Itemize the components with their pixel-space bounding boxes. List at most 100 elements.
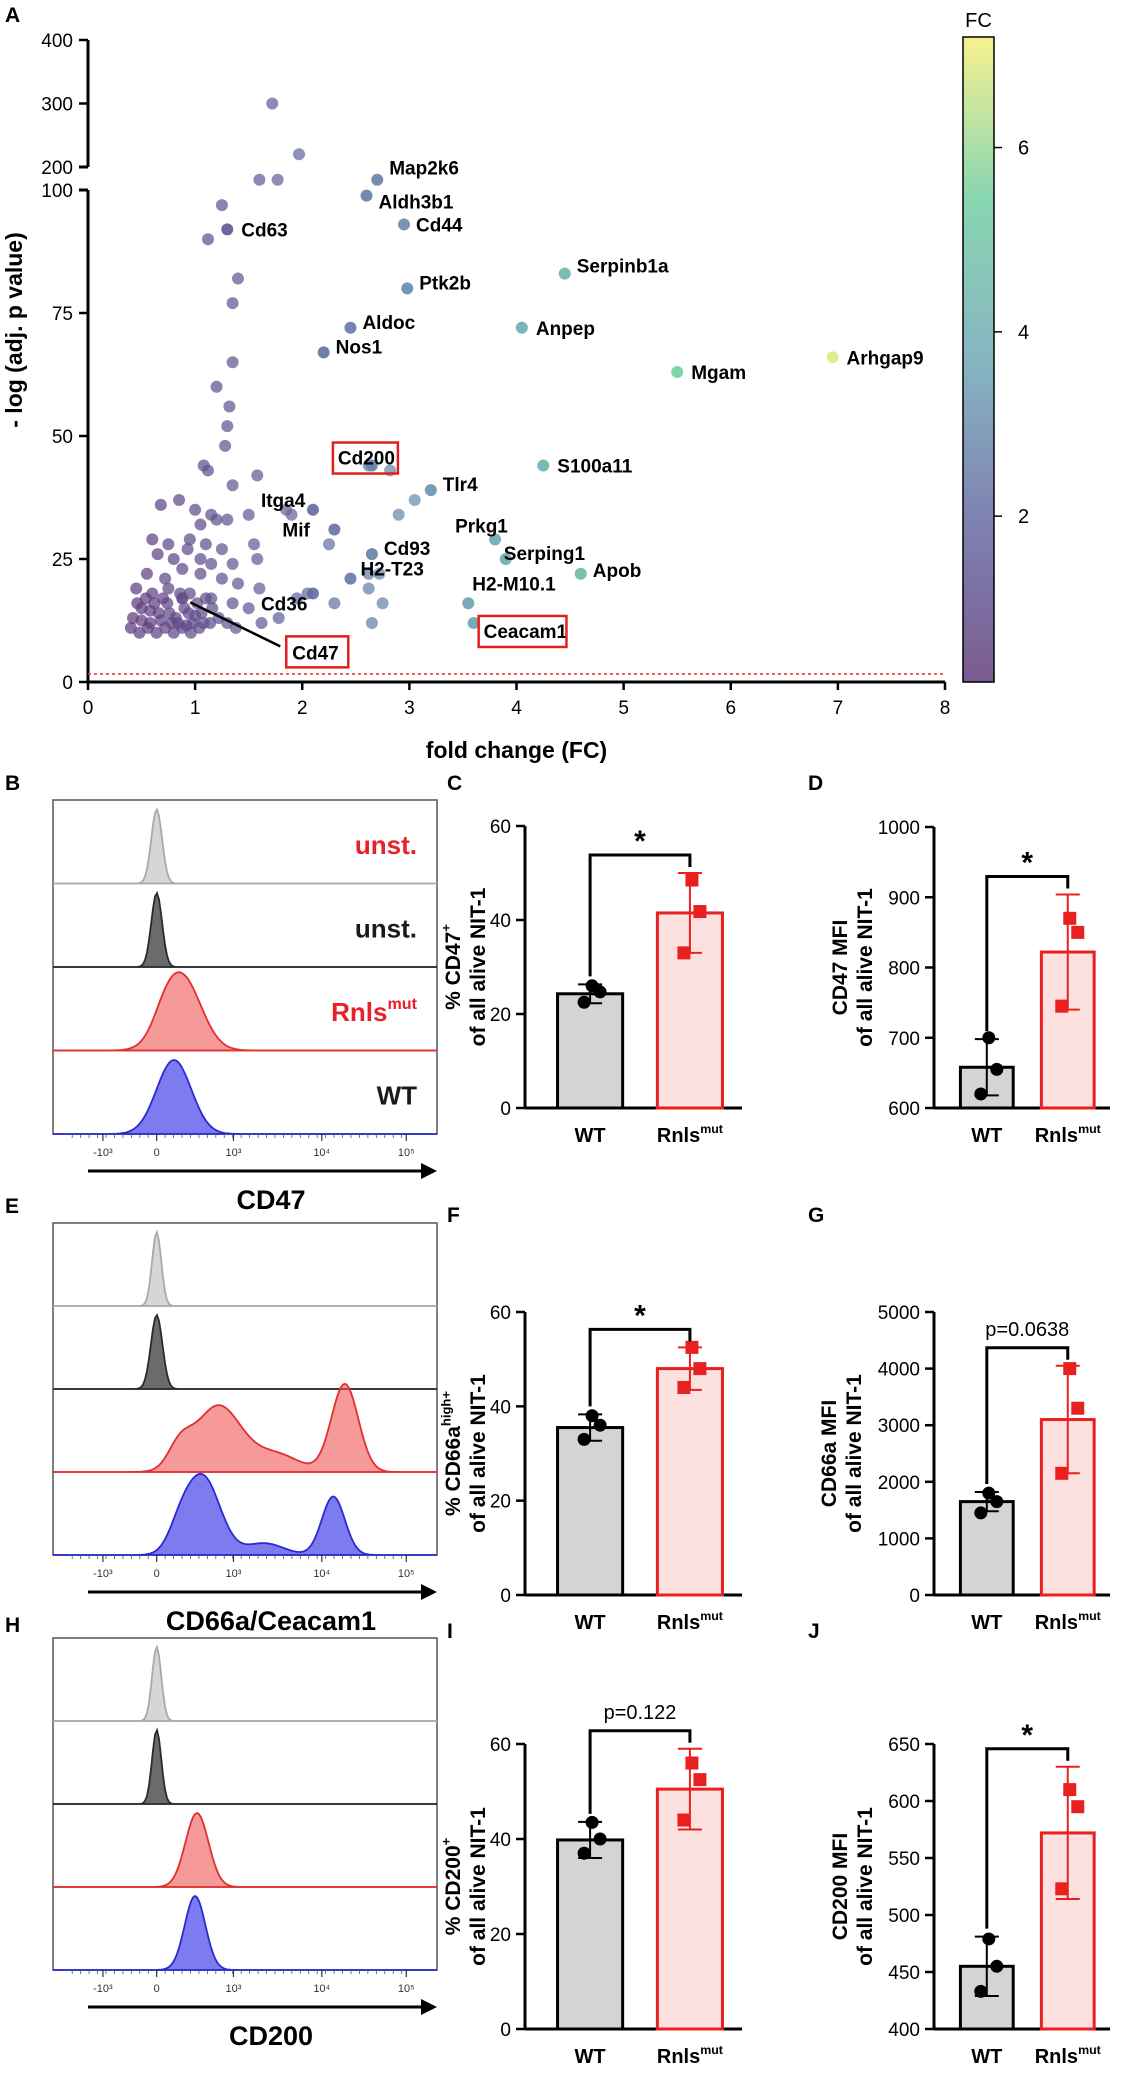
data-point xyxy=(982,1932,996,1946)
point-label: Cd63 xyxy=(241,220,287,241)
y-tick-label: 450 xyxy=(888,1963,920,1984)
data-point xyxy=(266,97,279,110)
data-point xyxy=(251,553,264,565)
category-label: Rnlsmut xyxy=(657,1609,723,1634)
data-point xyxy=(205,557,218,570)
y-tick-label: 1000 xyxy=(878,818,920,839)
y-tick-label: 50 xyxy=(52,427,73,448)
data-point xyxy=(226,479,239,492)
highlight-box xyxy=(477,614,568,649)
cd47-percent-bar-chart: C 0 20 40 60 WT Rnlsmut * % CD47+ of all alive NI… xyxy=(439,772,742,1147)
data-point xyxy=(293,148,306,161)
point-label: Cd200 xyxy=(338,449,395,470)
bar xyxy=(958,1500,1015,1597)
point-label: Aldoc xyxy=(362,313,415,334)
colorbar xyxy=(962,36,995,683)
x-tick-label: 0 xyxy=(154,1568,160,1580)
y-tick-label: 500 xyxy=(888,1906,920,1927)
data-point xyxy=(210,380,223,393)
labeled-data-point xyxy=(558,267,571,280)
y-axis-title: CD200 MFI xyxy=(829,1833,852,1940)
significance-annotation: * xyxy=(634,1299,646,1332)
y-tick-label: 400 xyxy=(888,2020,920,2041)
x-tick-label: 0 xyxy=(154,1983,160,1995)
labeled-data-point xyxy=(671,366,684,379)
category-label: WT xyxy=(575,1612,606,1634)
data-point xyxy=(585,1409,599,1423)
cd66a-percent-bar-chart: F 0 20 40 60 WT Rnlsmut * % CD66ahigh+ of all ali… xyxy=(439,1204,742,1634)
data-point xyxy=(693,905,707,919)
labeled-data-point xyxy=(365,548,378,561)
point-label: Mif xyxy=(282,520,310,541)
data-point xyxy=(1063,911,1077,925)
labeled-data-point xyxy=(371,173,384,186)
legend-label: unst. xyxy=(355,913,417,943)
rnls-mut-distribution xyxy=(53,1811,437,1888)
data-point xyxy=(226,297,239,310)
point-label: Map2k6 xyxy=(389,159,459,180)
data-point xyxy=(271,173,284,186)
legend-label: WT xyxy=(377,1080,418,1110)
y-tick-label: 0 xyxy=(500,1099,511,1120)
rnls-mut-distribution xyxy=(53,971,437,1052)
y-tick-label: 200 xyxy=(41,158,73,179)
x-tick-label: -10³ xyxy=(93,1147,113,1159)
highlight-box xyxy=(331,441,400,475)
significance-bracket xyxy=(588,853,692,977)
data-point xyxy=(242,602,255,615)
data-point xyxy=(189,503,202,516)
point-label: Mgam xyxy=(691,363,746,384)
highlight-box xyxy=(285,635,350,669)
y-tick-label: 40 xyxy=(490,911,511,932)
data-point xyxy=(194,553,207,565)
labeled-data-point xyxy=(360,189,373,202)
data-point xyxy=(146,533,159,546)
data-point xyxy=(990,1495,1004,1509)
data-point xyxy=(226,597,239,610)
data-point xyxy=(231,272,244,285)
y-axis-title: CD47 MFI xyxy=(829,920,852,1016)
y-tick-label: 0 xyxy=(500,2020,511,2041)
y-tick-label: 20 xyxy=(490,1925,511,1946)
y-axis-title: % CD66ahigh+ xyxy=(439,1391,465,1516)
x-axis-arrowhead xyxy=(421,1584,437,1600)
point-label: Serpinb1a xyxy=(577,257,669,278)
data-point xyxy=(285,508,298,521)
category-label: WT xyxy=(971,1125,1002,1147)
x-axis-title: fold change (FC) xyxy=(426,737,607,763)
point-label: Arhgap9 xyxy=(847,348,924,369)
x-tick-label: 2 xyxy=(297,698,308,719)
x-axis-arrowhead xyxy=(421,1999,437,2015)
data-point xyxy=(199,592,212,605)
significance-bracket xyxy=(588,1327,692,1407)
data-point xyxy=(990,1959,1004,1973)
labeled-data-point xyxy=(499,553,512,565)
panel-letter: F xyxy=(447,1204,460,1227)
x-tick-label: 10³ xyxy=(226,1983,242,1995)
data-point xyxy=(1063,1362,1077,1376)
data-point xyxy=(135,614,148,627)
data-point xyxy=(223,400,236,413)
y-tick-label: 900 xyxy=(888,888,920,909)
category-label: WT xyxy=(971,1612,1002,1634)
y-tick-label: 4000 xyxy=(878,1360,920,1381)
data-point xyxy=(362,582,375,595)
data-point xyxy=(219,439,232,452)
data-point xyxy=(221,513,234,526)
significance-bracket xyxy=(985,874,1070,1032)
labeled-data-point xyxy=(306,587,319,600)
y-axis-title: % CD200+ xyxy=(439,1837,465,1935)
data-point xyxy=(176,562,189,575)
bar xyxy=(556,1838,625,2031)
labeled-data-point xyxy=(401,282,414,295)
cd200-mfi-bar-chart: J 400 450 500 550 600 650 WT Rnlsmut * CD200 MFI of… xyxy=(808,1620,1110,2068)
x-tick-label: 10⁵ xyxy=(398,1568,415,1580)
x-axis-title: CD47 xyxy=(236,1185,305,1215)
colorbar-title: FC xyxy=(965,10,992,32)
data-point xyxy=(328,597,341,610)
point-label: S100a11 xyxy=(557,457,632,478)
point-label: Tlr4 xyxy=(443,475,478,496)
data-point xyxy=(974,1984,988,1998)
data-point xyxy=(677,1380,691,1394)
significance-annotation: * xyxy=(1021,1719,1033,1752)
